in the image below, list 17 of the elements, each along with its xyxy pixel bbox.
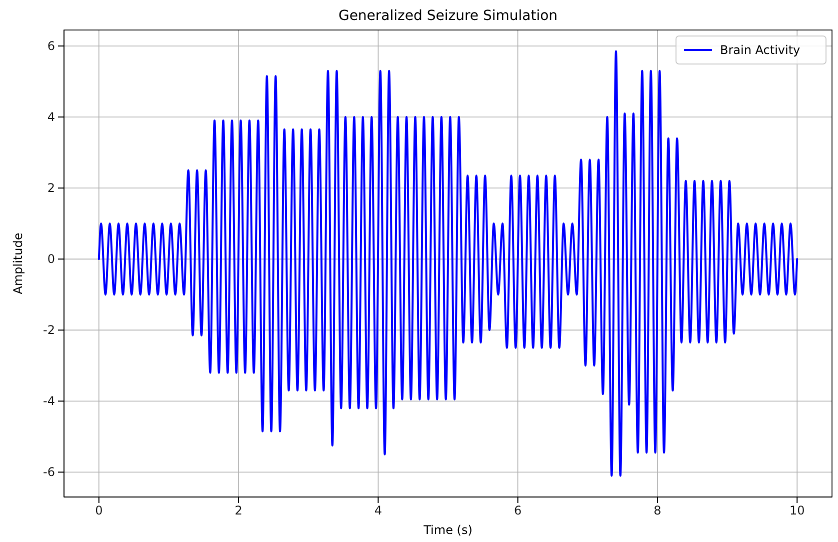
- y-axis-title: Amplitude: [11, 232, 25, 294]
- x-tick-label: 2: [234, 504, 242, 518]
- x-tick-label: 6: [514, 504, 522, 518]
- x-tick-label: 0: [95, 504, 103, 518]
- y-tick-label: -4: [43, 394, 55, 408]
- y-tick-label: 2: [47, 180, 55, 195]
- x-tick-label: 4: [374, 504, 382, 518]
- y-tick-label: -2: [43, 322, 55, 337]
- y-tick-label: 6: [47, 38, 55, 53]
- legend-label: Brain Activity: [720, 43, 800, 57]
- y-tick-label: 0: [47, 252, 55, 266]
- x-tick-label: 10: [789, 504, 805, 518]
- y-tick-label: 4: [47, 110, 55, 124]
- x-axis-title: Time (s): [422, 523, 472, 537]
- x-tick-label: 8: [654, 504, 662, 518]
- chart-title: Generalized Seizure Simulation: [338, 8, 558, 24]
- y-tick-label: -6: [43, 464, 55, 479]
